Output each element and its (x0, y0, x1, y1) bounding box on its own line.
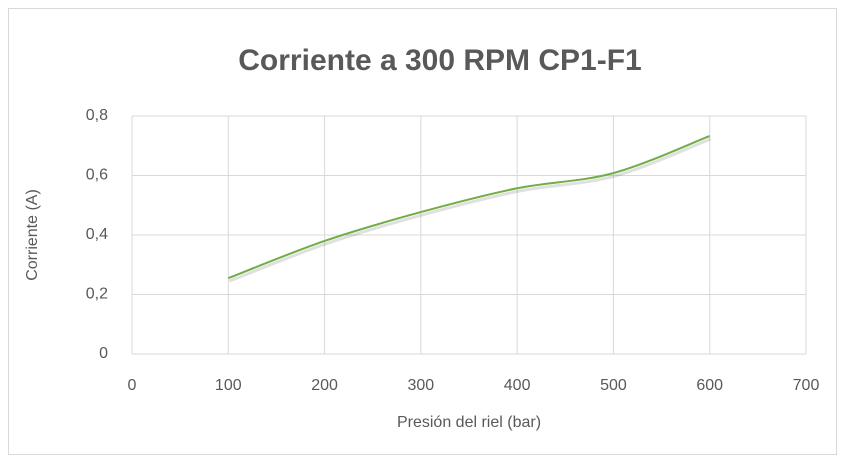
chart-border (8, 8, 837, 455)
x-tick-label: 400 (504, 377, 531, 394)
x-tick-label: 200 (311, 377, 338, 394)
line-shadow (228, 137, 712, 283)
x-tick-label: 100 (215, 377, 242, 394)
y-tick-label: 0 (99, 345, 108, 362)
x-axis-label: Presión del riel (bar) (397, 414, 541, 431)
y-tick-label: 0,4 (86, 226, 108, 243)
x-tick-label: 0 (128, 377, 137, 394)
y-tick-label: 0,2 (86, 286, 108, 303)
y-tick-label: 0,8 (86, 107, 108, 124)
y-tick-label: 0,6 (86, 167, 108, 184)
y-axis-label: Corriente (A) (24, 189, 41, 281)
data-line (227, 134, 711, 280)
x-tick-label: 600 (696, 377, 723, 394)
x-tick-label: 700 (793, 377, 820, 394)
x-tick-label: 300 (408, 377, 435, 394)
chart-title: Corriente a 300 RPM CP1-F1 (238, 44, 641, 77)
x-tick-label: 500 (600, 377, 627, 394)
